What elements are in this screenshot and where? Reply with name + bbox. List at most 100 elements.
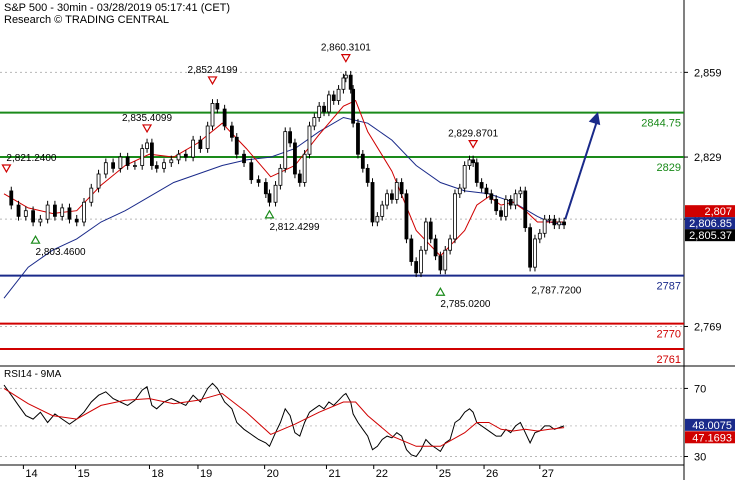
price-candle-body bbox=[471, 159, 476, 164]
rsi-value-box bbox=[685, 418, 735, 431]
price-candle-body bbox=[508, 199, 513, 206]
price-candle-body bbox=[513, 193, 518, 206]
price-candle-body bbox=[162, 162, 166, 169]
price-label-text: 2,805.37 bbox=[689, 230, 732, 242]
price-candle-body bbox=[348, 74, 353, 90]
price-candle-body bbox=[133, 165, 137, 167]
swing-low-marker bbox=[264, 209, 275, 219]
price-candle-body bbox=[169, 159, 174, 164]
price-candle-body bbox=[336, 88, 341, 101]
swing-high-marker bbox=[340, 54, 351, 63]
price-label-text: 2,806.85 bbox=[689, 218, 732, 230]
price-label-box bbox=[685, 217, 735, 230]
price-candle-body bbox=[343, 74, 348, 79]
price-candle-body bbox=[317, 105, 322, 118]
x-tick-label: 22 bbox=[376, 468, 388, 480]
swing-low-label: 2,785.0200 bbox=[440, 299, 490, 310]
price-candle-body bbox=[249, 162, 254, 181]
rsi-value-label: 48.0075 bbox=[692, 420, 732, 432]
price-candle-body bbox=[23, 210, 28, 217]
rsi-title: RSI14 - 9MA bbox=[4, 369, 62, 380]
swing-high-marker bbox=[207, 76, 218, 86]
rsi-series-9ma bbox=[3, 387, 565, 447]
swing-high-label: 2,860.3101 bbox=[321, 43, 371, 54]
rsi-value-label: 47.1693 bbox=[692, 432, 732, 444]
price-candle-body bbox=[489, 193, 494, 200]
price-candle-body bbox=[385, 193, 389, 206]
price-candle-body bbox=[375, 215, 380, 223]
price-candle-body bbox=[370, 182, 375, 223]
rsi-tick-label: 30 bbox=[694, 451, 706, 463]
price-candle-body bbox=[457, 187, 462, 195]
price-candle-body bbox=[474, 162, 479, 183]
price-candle-body bbox=[312, 117, 317, 127]
price-candle-body bbox=[494, 199, 499, 212]
x-tick-label: 27 bbox=[542, 468, 554, 480]
price-candle-body bbox=[125, 156, 130, 166]
price-candle-body bbox=[351, 88, 356, 124]
price-candle-body bbox=[503, 199, 508, 217]
x-tick-label: 18 bbox=[151, 468, 163, 480]
swing-high-label: 2,835.4099 bbox=[122, 113, 172, 124]
price-candle-body bbox=[533, 238, 537, 268]
price-candle-body bbox=[404, 193, 409, 240]
price-candle-body bbox=[38, 218, 43, 223]
price-tick-label: 2,829 bbox=[694, 152, 722, 164]
price-candle-body bbox=[183, 153, 188, 158]
swing-high-label: 2,821.2400 bbox=[6, 153, 56, 164]
swing-high-marker bbox=[142, 124, 153, 134]
price-candle-body bbox=[145, 142, 149, 149]
price-candle-body bbox=[278, 167, 283, 186]
price-candle-body bbox=[499, 210, 503, 217]
forecast-arrow-head bbox=[588, 111, 601, 126]
price-candle-body bbox=[331, 94, 336, 101]
price-candle-body bbox=[399, 182, 404, 195]
price-candle-body bbox=[419, 249, 423, 274]
price-candle-body bbox=[462, 165, 467, 189]
price-candle-body bbox=[273, 184, 278, 203]
price-candle-body bbox=[154, 165, 159, 169]
price-tick-label: 2,769 bbox=[694, 321, 722, 333]
level-label: 2844.75 bbox=[641, 118, 681, 130]
swing-low-label: 2,787.7200 bbox=[531, 286, 581, 297]
price-label-text: 2,807 bbox=[704, 206, 732, 218]
price-candle-body bbox=[518, 190, 523, 195]
price-candle-body bbox=[326, 94, 331, 113]
level-label: 2761 bbox=[657, 354, 681, 366]
price-label-box bbox=[685, 205, 735, 218]
price-candle-body bbox=[428, 221, 433, 240]
price-candle-body bbox=[82, 201, 86, 223]
price-candle-body bbox=[96, 173, 101, 189]
price-candle-body bbox=[438, 255, 443, 271]
price-candle-body bbox=[390, 193, 394, 200]
price-candle-body bbox=[234, 136, 239, 155]
price-candle-body bbox=[191, 139, 196, 158]
price-candle-body bbox=[523, 190, 528, 229]
swing-low-label: 2,812.4299 bbox=[269, 222, 319, 233]
price-candle-body bbox=[365, 167, 370, 183]
swing-high-label: 2,829.8701 bbox=[448, 129, 498, 140]
swing-low-marker bbox=[30, 234, 41, 244]
price-candle-body bbox=[53, 204, 57, 217]
price-candle-body bbox=[198, 139, 203, 149]
rsi-value-box bbox=[685, 431, 735, 444]
swing-low-label: 2,803.4600 bbox=[36, 247, 86, 258]
price-candle-body bbox=[467, 159, 472, 166]
price-candle-body bbox=[356, 122, 360, 155]
level-label: 2787 bbox=[657, 281, 681, 293]
price-candle-body bbox=[307, 125, 312, 155]
price-candle-body bbox=[118, 156, 123, 169]
price-candle-body bbox=[322, 105, 326, 113]
price-candle-body bbox=[341, 77, 346, 90]
x-tick-label: 25 bbox=[439, 468, 451, 480]
price-candle-body bbox=[149, 142, 154, 166]
price-candle-body bbox=[380, 204, 385, 217]
price-candle-body bbox=[9, 190, 14, 206]
x-tick-label: 19 bbox=[200, 468, 212, 480]
price-candle-body bbox=[414, 261, 419, 274]
price-candle-body bbox=[423, 221, 428, 251]
price-candle-body bbox=[443, 249, 448, 271]
